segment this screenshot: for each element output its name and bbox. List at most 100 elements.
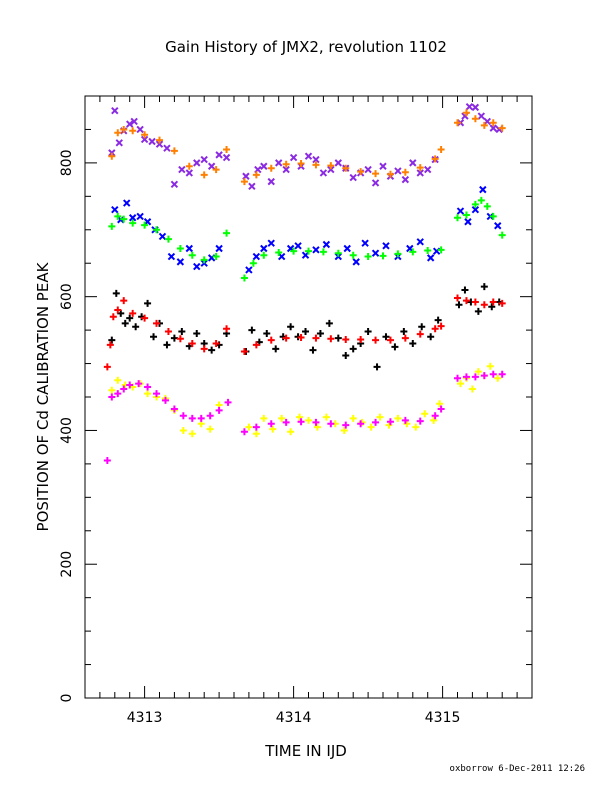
data-point [249,259,257,267]
data-point [188,339,196,347]
data-point [477,112,486,120]
data-point [114,129,122,137]
data-point [322,413,330,421]
data-point [372,418,380,426]
data-point [430,416,438,424]
data-point [223,229,231,237]
data-point [248,182,256,191]
data-point [480,301,488,309]
series-5 [103,294,506,371]
series-7 [103,370,506,465]
data-point [312,155,320,164]
data-point [111,206,119,214]
data-point [316,329,324,337]
data-point [342,164,350,172]
data-point [418,323,426,331]
data-point [120,215,128,223]
data-point [409,248,417,256]
data-point [437,322,445,330]
data-point [373,363,381,371]
data-point [252,430,260,438]
data-point [176,245,184,253]
data-point [498,299,506,307]
data-point [489,212,497,220]
data-point [287,428,295,436]
data-point [103,363,111,371]
data-point [272,345,280,353]
data-point [409,339,417,347]
data-point [121,319,129,327]
data-point [494,222,502,230]
data-point [313,423,321,431]
data-point [312,334,320,342]
data-point [431,325,439,333]
data-point [176,335,184,343]
data-point [471,103,480,112]
data-point [167,252,176,261]
data-point [267,164,275,172]
data-point [394,167,402,175]
data-point [141,131,149,139]
data-point [312,161,320,169]
data-point [163,144,171,152]
data-point [215,151,223,159]
data-point [111,107,119,115]
data-point [416,330,424,338]
data-point [372,170,380,178]
data-point [322,240,331,249]
data-point [462,373,470,381]
data-point [158,232,167,241]
data-point [357,420,365,428]
data-point [489,124,497,132]
data-point [278,414,286,422]
data-point [155,140,164,148]
data-point [178,327,186,335]
data-point [212,339,220,347]
data-point [471,373,479,381]
data-point [136,212,144,221]
data-point [148,137,156,146]
data-point [269,425,277,433]
data-point [188,414,196,422]
data-point [260,244,268,253]
data-point [480,283,488,291]
data-point [179,426,187,434]
data-point [423,165,432,174]
footer-stamp: oxborrow 6-Dec-2011 12:26 [450,764,585,774]
data-point [240,348,248,356]
data-point [245,423,253,431]
data-point [334,249,342,257]
data-point [319,248,327,256]
data-point [290,247,298,255]
data-point [248,326,256,334]
data-point [185,244,194,253]
x-tick-label: 4315 [425,710,461,726]
data-point [206,425,214,433]
data-point [200,171,208,179]
data-point [305,247,312,255]
data-point [334,159,343,167]
data-point [267,177,275,186]
data-point [474,307,482,315]
data-point [223,146,231,154]
data-point [150,333,158,341]
data-point [327,335,335,343]
data-point [120,385,128,393]
data-point [416,164,424,172]
data-point [349,414,357,422]
data-point [170,147,178,155]
x-tick-label: 4314 [276,710,312,726]
data-point [212,253,220,261]
data-point [120,297,128,305]
data-point [224,398,232,406]
data-point [364,165,372,174]
data-point [479,185,487,194]
data-point [161,396,169,404]
data-point [486,362,494,370]
data-point [200,345,208,353]
data-point [130,117,138,126]
data-point [437,246,445,254]
data-point [240,428,248,436]
data-point [144,390,152,398]
